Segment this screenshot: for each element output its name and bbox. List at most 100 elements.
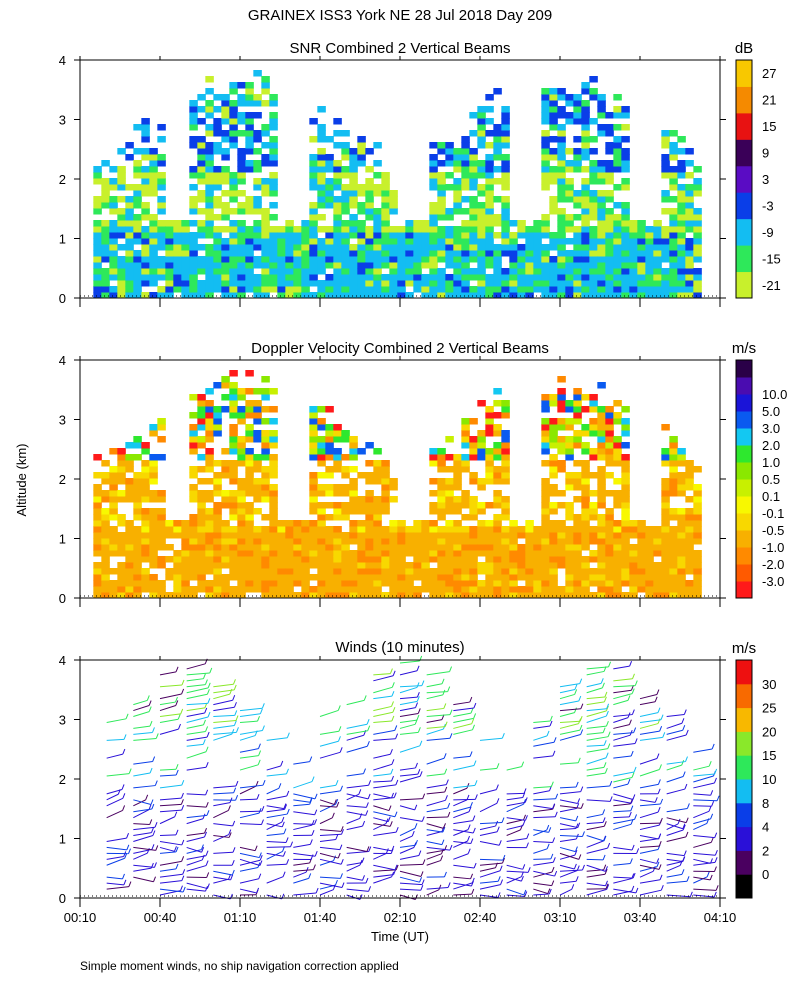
- wind-barb-flag: [145, 794, 149, 801]
- doppler-cell: [285, 544, 294, 551]
- doppler-cell: [453, 496, 462, 503]
- doppler-cell: [237, 514, 246, 521]
- doppler-cell: [245, 514, 254, 521]
- snr-cell: [373, 226, 382, 233]
- snr-cell: [541, 112, 550, 119]
- snr-cell: [461, 220, 470, 227]
- wind-barb-flag: [393, 792, 397, 798]
- snr-cell: [357, 286, 366, 293]
- doppler-cell: [157, 526, 166, 533]
- doppler-cell: [525, 592, 534, 599]
- doppler-cell: [133, 580, 142, 587]
- snr-cell: [269, 202, 278, 209]
- wind-barb: [426, 773, 445, 777]
- snr-cell: [197, 154, 206, 161]
- snr-cell: [613, 124, 622, 131]
- doppler-cell: [157, 424, 166, 431]
- snr-cell: [189, 262, 198, 269]
- footnote: Simple moment winds, no ship navigation …: [80, 959, 399, 973]
- snr-cell: [309, 154, 318, 161]
- doppler-cell: [173, 562, 182, 569]
- snr-cell: [453, 244, 462, 251]
- snr-cell: [341, 172, 350, 179]
- snr-cell: [109, 268, 118, 275]
- doppler-cell: [229, 556, 238, 563]
- y-tick-label: 4: [59, 53, 66, 68]
- doppler-cell: [661, 490, 670, 497]
- doppler-cell: [437, 466, 446, 473]
- snr-cell: [565, 196, 574, 203]
- doppler-cell: [445, 574, 454, 581]
- snr-cell: [365, 244, 374, 251]
- doppler-cell: [197, 538, 206, 545]
- doppler-cell: [173, 526, 182, 533]
- doppler-cell: [213, 538, 222, 545]
- snr-cell: [173, 286, 182, 293]
- doppler-cell: [421, 568, 430, 575]
- snr-cell: [277, 250, 286, 257]
- snr-cell: [229, 136, 238, 143]
- doppler-cell: [365, 544, 374, 551]
- doppler-cell: [141, 580, 150, 587]
- wind-barb-flag: [148, 804, 152, 810]
- doppler-cell: [477, 484, 486, 491]
- snr-cell: [597, 130, 606, 137]
- doppler-cell: [189, 436, 198, 443]
- doppler-cell: [277, 592, 286, 599]
- snr-cell: [445, 172, 454, 179]
- doppler-cell: [269, 490, 278, 497]
- doppler-cell: [621, 484, 630, 491]
- wind-barb: [399, 767, 416, 771]
- snr-cell: [685, 160, 694, 167]
- snr-cell: [405, 244, 414, 251]
- snr-cell: [205, 196, 214, 203]
- doppler-cell: [213, 472, 222, 479]
- snr-cell: [117, 196, 126, 203]
- doppler-cell: [549, 556, 558, 563]
- wind-barb: [559, 823, 578, 829]
- snr-cell: [341, 232, 350, 239]
- doppler-cell: [445, 478, 454, 485]
- doppler-cell: [205, 412, 214, 419]
- snr-cell: [629, 256, 638, 263]
- doppler-cell: [645, 592, 654, 599]
- doppler-cell: [309, 538, 318, 545]
- doppler-cell: [613, 532, 622, 539]
- snr-cell: [309, 136, 318, 143]
- snr-cell: [357, 226, 366, 233]
- colorbar-swatch: [736, 660, 752, 685]
- snr-cell: [485, 160, 494, 167]
- snr-cell: [429, 214, 438, 221]
- wind-barb: [426, 728, 444, 735]
- doppler-cell: [469, 592, 478, 599]
- snr-cell: [677, 196, 686, 203]
- y-tick-label: 2: [59, 172, 66, 187]
- doppler-cell: [557, 586, 566, 593]
- wind-barb-flag: [389, 821, 393, 827]
- snr-cell: [477, 286, 486, 293]
- snr-cell: [493, 286, 502, 293]
- snr-cell: [557, 190, 566, 197]
- snr-cell: [453, 160, 462, 167]
- snr-cell: [565, 250, 574, 257]
- doppler-cell: [253, 508, 262, 515]
- snr-cell: [229, 268, 238, 275]
- wind-barb: [346, 817, 360, 825]
- doppler-cell: [269, 538, 278, 545]
- doppler-cell: [149, 592, 158, 599]
- snr-cell: [597, 214, 606, 221]
- snr-cell: [245, 160, 254, 167]
- wind-barb: [239, 785, 257, 795]
- doppler-cell: [373, 520, 382, 527]
- doppler-cell: [565, 454, 574, 461]
- wind-barb-flag: [235, 715, 239, 721]
- wind-barb: [373, 874, 394, 878]
- snr-cell: [693, 178, 702, 185]
- colorbar-label: 21: [762, 93, 776, 108]
- snr-cell: [693, 166, 702, 173]
- doppler-cell: [221, 556, 230, 563]
- snr-cell: [445, 142, 454, 149]
- snr-cell: [133, 220, 142, 227]
- wind-barb-flag: [580, 729, 584, 735]
- snr-cell: [461, 286, 470, 293]
